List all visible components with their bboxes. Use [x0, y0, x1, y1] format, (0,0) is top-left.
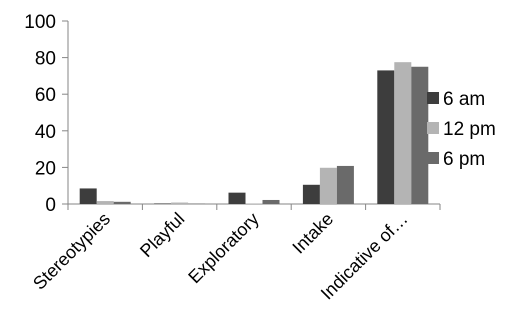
- legend-swatch: [427, 152, 439, 164]
- bar-6-pm-3: [336, 165, 354, 204]
- y-tick-label: 100: [24, 12, 56, 33]
- x-category-label: Stereotypies: [29, 209, 114, 294]
- legend: 6 am 12 pm 6 pm: [427, 89, 496, 170]
- y-tick-label: 0: [45, 195, 56, 216]
- legend-label: 12 pm: [443, 119, 496, 140]
- bar-12-pm-1: [171, 202, 189, 204]
- bar-6-pm-2: [262, 199, 280, 204]
- legend-label: 6 pm: [443, 149, 485, 170]
- x-category-label: Exploratory: [184, 209, 263, 288]
- bar-12-pm-3: [319, 167, 337, 204]
- bar-6-am-3: [302, 184, 320, 204]
- y-axis: 0 20 40 60 80 100: [24, 12, 69, 216]
- y-tick-label: 20: [35, 158, 56, 179]
- bars-group: [79, 62, 429, 204]
- bar-6-am-2: [228, 192, 246, 204]
- y-tick-label: 60: [35, 85, 56, 106]
- bar-6-am-4: [377, 70, 395, 204]
- x-category-label: Playful: [136, 209, 188, 261]
- bar-12-pm-2: [245, 203, 263, 204]
- x-category-label: Intake: [288, 209, 337, 258]
- bar-12-pm-0: [96, 201, 114, 204]
- legend-swatch: [427, 122, 439, 134]
- y-tick-label: 40: [35, 122, 56, 143]
- bar-6-pm-4: [411, 66, 429, 204]
- legend-label: 6 am: [443, 89, 485, 110]
- y-tick-label: 80: [35, 49, 56, 70]
- legend-swatch: [427, 92, 439, 104]
- bar-6-pm-0: [113, 201, 131, 204]
- bar-6-am-0: [79, 188, 97, 204]
- bar-6-am-1: [154, 203, 172, 204]
- bar-12-pm-4: [394, 62, 412, 204]
